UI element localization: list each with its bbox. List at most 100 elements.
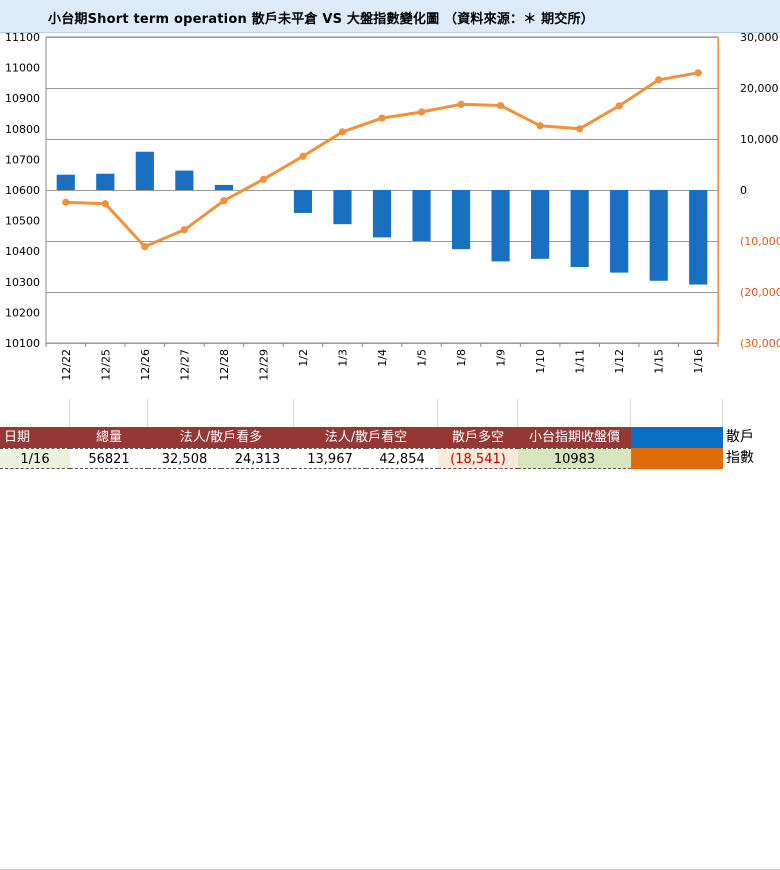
x-tick-label: 12/25	[99, 349, 112, 381]
header-short: 法人/散戶看空	[294, 427, 438, 448]
value-short-retail: 42,854	[366, 448, 438, 469]
index-point-1/8	[457, 101, 464, 108]
spacer-cell	[438, 399, 518, 427]
x-tick-label: 1/16	[692, 349, 705, 374]
x-tick-label: 12/28	[218, 349, 231, 381]
legend-swatch-index	[631, 448, 723, 469]
spacer-cell	[518, 399, 631, 427]
value-close: 10983	[518, 448, 631, 469]
index-point-1/10	[537, 122, 544, 129]
right-tick-label: (20,000)	[740, 286, 780, 299]
left-tick-label: 10100	[5, 337, 40, 350]
spacer-cell	[148, 399, 294, 427]
x-tick-label: 1/15	[653, 349, 666, 374]
x-tick-label: 1/3	[336, 349, 349, 367]
left-tick-label: 11000	[5, 62, 40, 75]
spacer-cell	[631, 399, 723, 427]
right-axis: (30,000)(20,000)(10,000)010,00020,00030,…	[719, 31, 780, 350]
left-tick-label: 10400	[5, 245, 40, 258]
header-retail-net: 散戶多空	[438, 427, 518, 448]
index-point-12/25	[102, 200, 109, 207]
bar-1/3	[333, 190, 351, 224]
index-point-1/15	[655, 76, 662, 83]
value-date: 1/16	[0, 448, 70, 469]
table-value-row: 1/16 56821 32,508 24,313 13,967 42,854 (…	[0, 448, 780, 469]
x-tick-label: 12/29	[257, 349, 270, 381]
index-point-1/11	[576, 125, 583, 132]
bar-1/9	[491, 190, 509, 261]
index-point-1/16	[695, 69, 702, 76]
header-close: 小台指期收盤價	[518, 427, 631, 448]
bar-12/25	[96, 174, 114, 190]
header-total: 總量	[70, 427, 148, 448]
bar-1/12	[610, 190, 628, 273]
bar-1/2	[294, 190, 312, 213]
value-long-retail: 24,313	[221, 448, 294, 469]
left-tick-label: 10300	[5, 276, 40, 289]
index-point-1/9	[497, 102, 504, 109]
bar-1/10	[531, 190, 549, 259]
index-point-12/26	[141, 243, 148, 250]
index-point-1/2	[299, 153, 306, 160]
chart-frame: 小台期Short term operation 散戶未平倉 VS 大盤指數變化圖…	[0, 0, 780, 479]
right-tick-label: 20,000	[740, 82, 779, 95]
left-tick-label: 10700	[5, 153, 40, 166]
bar-1/15	[650, 190, 668, 281]
right-tick-label: 0	[740, 184, 747, 197]
bar-1/5	[412, 190, 430, 241]
index-point-1/4	[378, 114, 385, 121]
x-tick-label: 1/12	[613, 349, 626, 374]
bar-1/11	[571, 190, 589, 267]
spacer-cell	[70, 399, 148, 427]
left-tick-label: 10900	[5, 92, 40, 105]
bar-1/4	[373, 190, 391, 237]
value-retail-net: (18,541)	[438, 448, 518, 469]
left-tick-label: 10800	[5, 123, 40, 136]
x-tick-label: 1/8	[455, 349, 468, 367]
bar-12/22	[57, 175, 75, 190]
index-point-1/12	[616, 102, 623, 109]
x-axis: 12/22 12/25 12/26 12/27 12/28 12/29 1/2 1/3 1/4 1…	[46, 343, 718, 381]
left-tick-label: 10500	[5, 215, 40, 228]
summary-table: 日期 總量 法人/散戶看多 法人/散戶看空 散戶多空 小台指期收盤價 散戶 1/…	[0, 399, 780, 479]
bar-12/26	[136, 152, 154, 190]
value-short-inst: 13,967	[294, 448, 366, 469]
spacer-cell	[294, 399, 438, 427]
right-tick-label: 30,000	[740, 31, 779, 44]
index-point-12/27	[181, 226, 188, 233]
x-tick-label: 1/5	[416, 349, 429, 367]
left-tick-label: 11100	[5, 31, 40, 44]
legend-label-retail: 散戶	[723, 427, 780, 448]
index-point-1/5	[418, 108, 425, 115]
bar-1/16	[689, 190, 707, 285]
combo-chart: 1010010200103001040010500106001070010800…	[0, 0, 780, 399]
left-axis: 1010010200103001040010500106001070010800…	[5, 31, 40, 350]
bar-series	[57, 152, 708, 285]
index-point-12/28	[220, 197, 227, 204]
x-tick-label: 1/2	[297, 349, 310, 367]
bar-12/28	[215, 185, 233, 190]
header-date: 日期	[0, 427, 70, 448]
index-point-1/3	[339, 128, 346, 135]
header-long: 法人/散戶看多	[148, 427, 294, 448]
x-tick-label: 12/26	[139, 349, 152, 381]
bar-1/8	[452, 190, 470, 249]
x-tick-label: 1/10	[534, 349, 547, 374]
table-header-row: 日期 總量 法人/散戶看多 法人/散戶看空 散戶多空 小台指期收盤價 散戶	[0, 427, 780, 448]
x-tick-label: 1/4	[376, 349, 389, 367]
legend-label-index: 指數	[723, 448, 780, 469]
x-tick-label: 1/9	[495, 349, 508, 367]
right-tick-label: (30,000)	[740, 337, 780, 350]
x-tick-label: 1/11	[574, 349, 587, 374]
index-point-12/22	[62, 199, 69, 206]
right-tick-label: (10,000)	[740, 235, 780, 248]
index-point-12/29	[260, 176, 267, 183]
legend-swatch-retail	[631, 427, 723, 448]
x-tick-label: 12/27	[178, 349, 191, 381]
value-total: 56821	[70, 448, 148, 469]
spacer-cell	[0, 399, 70, 427]
bar-12/27	[175, 171, 193, 190]
x-tick-label: 12/22	[60, 349, 73, 381]
value-long-inst: 32,508	[148, 448, 221, 469]
left-tick-label: 10200	[5, 306, 40, 319]
